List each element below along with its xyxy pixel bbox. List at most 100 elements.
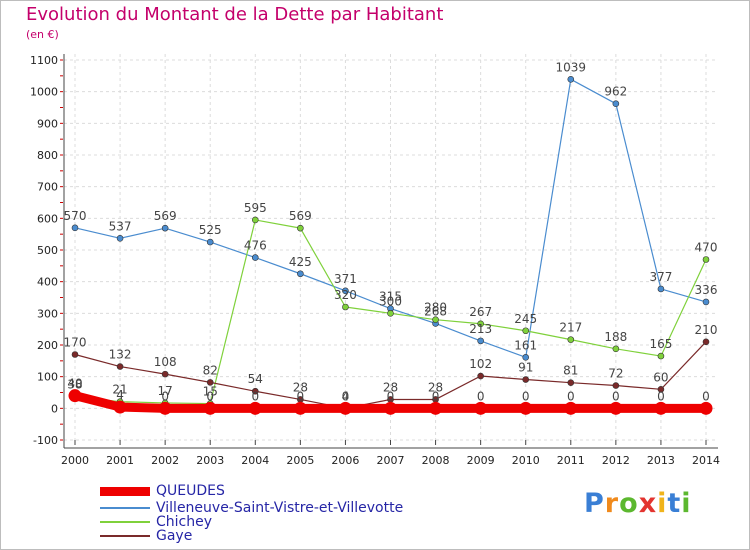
data-label-villeneuve-saint-vistre-et-villevotte: 377 xyxy=(649,270,672,284)
x-tick-label: 2005 xyxy=(286,454,314,467)
data-point-chichey xyxy=(251,216,259,224)
data-label-villeneuve-saint-vistre-et-villevotte: 371 xyxy=(334,272,357,286)
legend-swatch-villeneuve xyxy=(100,507,150,509)
data-label-chichey: 280 xyxy=(424,301,447,315)
data-label-chichey: 320 xyxy=(334,288,357,302)
data-label-chichey: 300 xyxy=(379,294,402,308)
data-label-villeneuve-saint-vistre-et-villevotte: 161 xyxy=(514,338,537,352)
data-label-chichey: 595 xyxy=(244,201,267,215)
data-point-queudes xyxy=(519,401,533,415)
data-point-queudes xyxy=(564,401,578,415)
data-point-queudes xyxy=(699,401,713,415)
legend-swatch-chichey xyxy=(100,521,150,523)
y-tick-label: 100 xyxy=(37,371,58,384)
data-point-villeneuve-saint-vistre-et-villevotte xyxy=(161,224,169,232)
y-tick-label: 300 xyxy=(37,307,58,320)
x-tick-label: 2001 xyxy=(106,454,134,467)
data-point-villeneuve-saint-vistre-et-villevotte xyxy=(702,298,710,306)
data-point-chichey xyxy=(702,256,710,263)
data-label-queudes: 4 xyxy=(342,389,350,403)
data-point-villeneuve-saint-vistre-et-villevotte xyxy=(297,270,304,278)
data-point-queudes xyxy=(654,401,668,415)
data-label-queudes: 0 xyxy=(567,389,575,403)
data-label-villeneuve-saint-vistre-et-villevotte: 525 xyxy=(199,223,222,237)
data-label-queudes: 0 xyxy=(702,389,710,403)
logo-letter: i xyxy=(681,488,692,519)
legend-label-queudes: QUEUDES xyxy=(156,483,225,499)
data-point-queudes xyxy=(248,401,262,415)
data-label-villeneuve-saint-vistre-et-villevotte: 268 xyxy=(424,304,447,318)
data-label-gaye: 0 xyxy=(342,389,350,403)
x-tick-label: 2002 xyxy=(151,454,179,467)
data-label-villeneuve-saint-vistre-et-villevotte: 569 xyxy=(154,209,177,223)
data-point-gaye xyxy=(477,372,484,380)
data-point-queudes xyxy=(158,401,172,415)
legend-label-chichey: Chichey xyxy=(156,514,213,530)
data-label-chichey: 15 xyxy=(203,385,218,399)
x-tick-label: 2007 xyxy=(377,454,405,467)
data-point-gaye xyxy=(251,387,259,395)
data-point-queudes xyxy=(203,401,217,415)
x-tick-label: 2006 xyxy=(331,454,359,467)
data-label-gaye: 28 xyxy=(293,380,308,394)
data-point-gaye xyxy=(161,370,169,378)
legend-item-chichey: Chichey xyxy=(100,514,212,530)
data-point-queudes xyxy=(609,401,623,415)
y-tick-label: 600 xyxy=(37,212,58,225)
data-label-queudes: 0 xyxy=(206,389,214,403)
y-tick-label: 400 xyxy=(37,276,58,289)
data-point-chichey xyxy=(387,310,394,317)
data-label-gaye: 102 xyxy=(469,357,492,371)
data-label-gaye: 72 xyxy=(608,367,623,381)
x-tick-label: 2011 xyxy=(557,454,585,467)
data-point-queudes xyxy=(338,401,352,415)
data-label-gaye: 81 xyxy=(563,364,578,378)
data-point-villeneuve-saint-vistre-et-villevotte xyxy=(522,354,530,361)
data-label-gaye: 82 xyxy=(203,363,218,377)
data-label-gaye: 132 xyxy=(109,348,132,362)
data-point-villeneuve-saint-vistre-et-villevotte xyxy=(657,285,665,293)
data-point-gaye xyxy=(567,379,575,386)
logo-letter: o xyxy=(619,488,639,519)
x-tick-label: 2004 xyxy=(241,454,269,467)
data-point-gaye xyxy=(702,338,710,346)
data-point-queudes xyxy=(384,401,397,415)
chart-subtitle: (en €) xyxy=(26,28,59,41)
data-point-chichey xyxy=(342,303,349,311)
y-tick-label: 1000 xyxy=(30,86,58,99)
data-label-queudes: 0 xyxy=(297,389,305,403)
data-label-chichey: 17 xyxy=(158,384,173,398)
y-tick-label: 200 xyxy=(37,339,58,352)
y-tick-label: 900 xyxy=(37,117,58,130)
data-label-queudes: 4 xyxy=(116,388,124,402)
data-label-gaye: 210 xyxy=(695,323,718,337)
data-label-chichey: 188 xyxy=(604,330,627,344)
data-point-villeneuve-saint-vistre-et-villevotte xyxy=(567,76,575,83)
legend-item-queudes: QUEUDES xyxy=(100,483,225,499)
data-label-gaye: 91 xyxy=(518,361,533,375)
data-label-chichey: 165 xyxy=(649,337,672,351)
data-label-queudes: 0 xyxy=(657,389,665,403)
data-label-villeneuve-saint-vistre-et-villevotte: 570 xyxy=(64,209,87,223)
data-label-chichey: 245 xyxy=(514,312,537,326)
data-label-chichey: 267 xyxy=(469,305,492,319)
data-label-gaye: 108 xyxy=(154,355,177,369)
data-label-queudes: 0 xyxy=(612,389,620,403)
data-label-villeneuve-saint-vistre-et-villevotte: 1039 xyxy=(556,60,587,74)
logo-letter: i xyxy=(657,488,668,519)
data-point-villeneuve-saint-vistre-et-villevotte xyxy=(71,224,79,232)
data-label-gaye: 28 xyxy=(383,380,398,394)
data-point-chichey xyxy=(477,320,484,328)
data-point-villeneuve-saint-vistre-et-villevotte xyxy=(116,234,124,242)
data-point-queudes xyxy=(113,400,127,414)
data-label-gaye: 28 xyxy=(428,380,443,394)
data-point-villeneuve-saint-vistre-et-villevotte xyxy=(342,287,349,295)
y-tick-label: 800 xyxy=(37,149,58,162)
data-point-chichey xyxy=(297,224,304,232)
x-tick-label: 2010 xyxy=(512,454,540,467)
y-tick-label: -100 xyxy=(33,434,58,447)
data-label-chichey: 569 xyxy=(289,209,312,223)
data-label-villeneuve-saint-vistre-et-villevotte: 315 xyxy=(379,290,402,304)
data-label-queudes: 40 xyxy=(67,377,82,391)
logo-letter: r xyxy=(604,488,620,519)
